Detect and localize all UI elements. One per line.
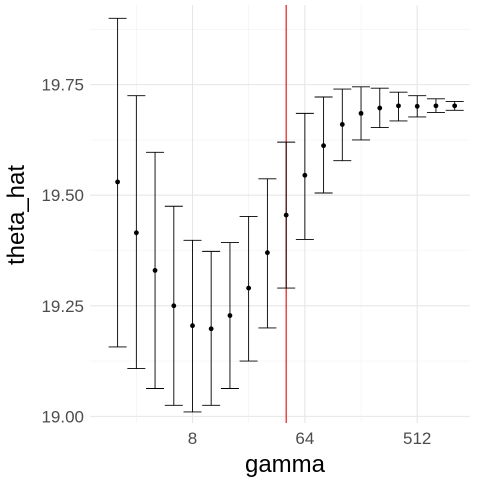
- data-point: [115, 179, 121, 185]
- data-point: [265, 250, 270, 256]
- data-point: [227, 313, 233, 318]
- x-tick-label: 64: [295, 429, 314, 448]
- data-point: [377, 105, 383, 111]
- y-axis-tick-labels: 19.00 19.25 19.50 19.75: [41, 76, 84, 427]
- data-point: [171, 303, 177, 309]
- data-points: [115, 103, 458, 332]
- data-point: [433, 103, 439, 109]
- y-tick-label: 19.75: [41, 76, 84, 95]
- y-tick-label: 19.25: [41, 297, 84, 316]
- data-point: [283, 212, 289, 218]
- data-point: [302, 172, 308, 178]
- x-tick-label: 512: [403, 429, 431, 448]
- y-axis-title: theta_hat: [3, 165, 30, 265]
- data-point: [152, 267, 158, 273]
- x-tick-label: 8: [188, 429, 197, 448]
- y-tick-label: 19.00: [41, 407, 84, 426]
- x-axis-title: gamma: [245, 451, 326, 478]
- data-point: [358, 110, 364, 116]
- data-point: [414, 103, 420, 109]
- data-point: [133, 230, 139, 236]
- grid: [90, 5, 470, 423]
- data-point: [190, 323, 195, 329]
- data-point: [396, 103, 401, 109]
- data-point: [339, 122, 345, 127]
- data-point: [452, 103, 458, 109]
- data-point: [246, 285, 252, 291]
- y-tick-label: 19.50: [41, 186, 84, 205]
- x-axis-tick-labels: 8 64 512: [188, 429, 432, 448]
- data-point: [208, 326, 214, 332]
- data-point: [321, 143, 326, 149]
